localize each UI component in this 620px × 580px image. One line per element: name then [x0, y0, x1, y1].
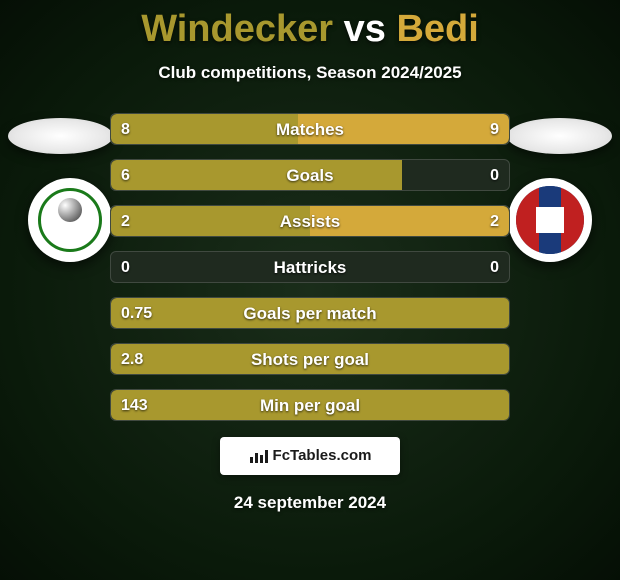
stat-label: Assists	[111, 206, 509, 236]
player2-platform	[507, 118, 612, 154]
stats-chart: 89Matches 60Goals 22Assists 00Hattricks 0.75…	[110, 113, 510, 421]
stat-row: 89Matches	[110, 113, 510, 145]
date-label: 24 september 2024	[0, 493, 620, 513]
stat-label: Shots per goal	[111, 344, 509, 374]
crest-shield	[516, 186, 584, 254]
stat-label: Goals per match	[111, 298, 509, 328]
stat-row: 60Goals	[110, 159, 510, 191]
fctables-watermark: FcTables.com	[220, 437, 400, 475]
subtitle: Club competitions, Season 2024/2025	[0, 63, 620, 83]
stat-label: Min per goal	[111, 390, 509, 420]
stripe	[561, 186, 584, 254]
player1-club-crest	[28, 178, 112, 262]
comparison-title: Windecker vs Bedi	[0, 0, 620, 51]
player1-platform	[8, 118, 113, 154]
stat-label: Matches	[111, 114, 509, 144]
stat-label: Hattricks	[111, 252, 509, 282]
stat-label: Goals	[111, 160, 509, 190]
vs-label: vs	[344, 8, 386, 50]
player2-club-crest	[508, 178, 592, 262]
castle-icon	[536, 207, 564, 233]
stat-row: 0.75Goals per match	[110, 297, 510, 329]
player1-name: Windecker	[141, 8, 333, 50]
bar-chart-icon	[249, 448, 269, 464]
stat-row: 143Min per goal	[110, 389, 510, 421]
stat-row: 00Hattricks	[110, 251, 510, 283]
player2-name: Bedi	[396, 8, 478, 50]
football-icon	[58, 198, 82, 222]
stat-row: 2.8Shots per goal	[110, 343, 510, 375]
stat-row: 22Assists	[110, 205, 510, 237]
fctables-label: FcTables.com	[273, 447, 372, 464]
